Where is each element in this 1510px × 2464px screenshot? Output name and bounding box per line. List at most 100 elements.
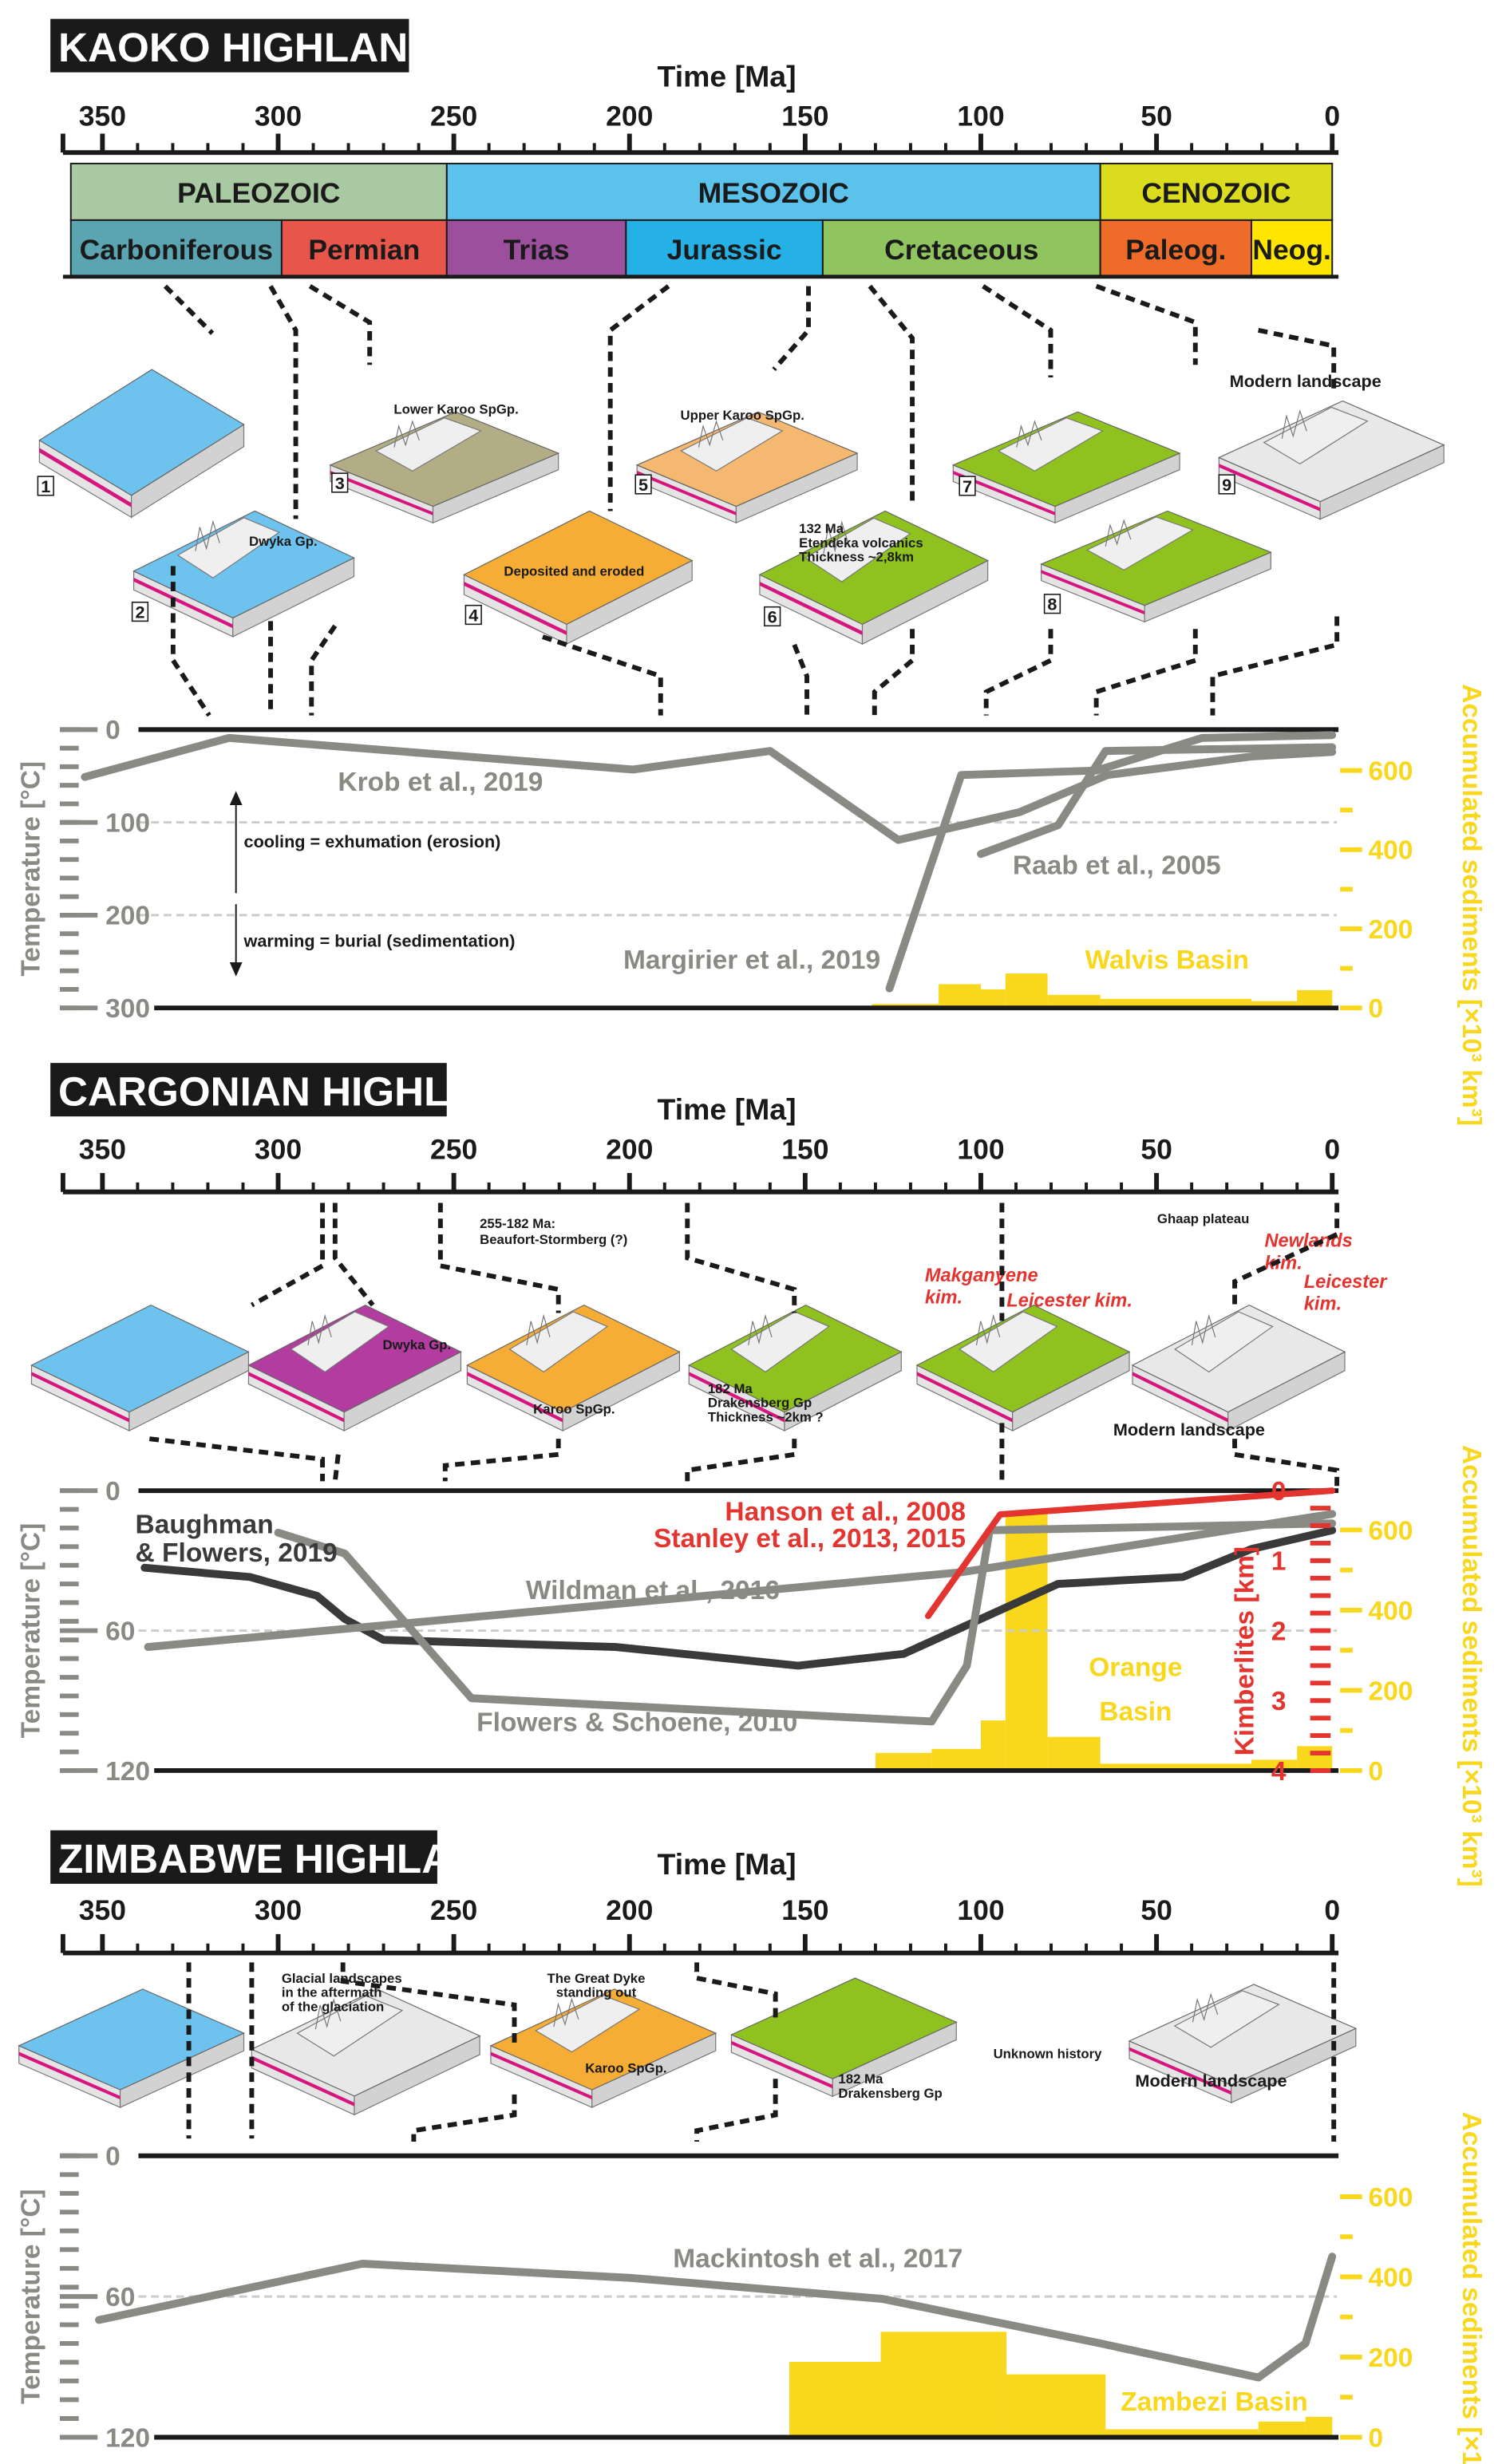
block-layer-stripe — [133, 578, 233, 629]
block-top-surface — [466, 1304, 681, 1413]
sediment-bar — [1251, 1759, 1298, 1771]
block-layer-stripe — [467, 1372, 563, 1423]
sediment-tick-label: 600 — [1369, 1516, 1413, 1546]
block-number: 3 — [335, 473, 345, 493]
temperature-tick-label: 300 — [105, 994, 150, 1024]
panel-title-box — [50, 1063, 447, 1117]
block-label: Beaufort-Stormberg (?) — [480, 1232, 627, 1247]
block-number-box — [1218, 474, 1235, 495]
time-tick-label: 300 — [255, 1894, 302, 1926]
block-peaks — [1191, 1313, 1216, 1345]
block-number-box — [1043, 594, 1061, 614]
sediment-bar — [1100, 998, 1251, 1009]
dashed-connector — [607, 284, 670, 511]
block-top-surface — [463, 510, 694, 626]
block-diagram-6 — [1128, 1984, 1358, 2104]
block-number: 8 — [1047, 594, 1057, 614]
time-tick-label: 0 — [1324, 1133, 1340, 1165]
block-layer-stripe — [1129, 2047, 1231, 2095]
block-diagram-2 — [250, 1988, 481, 2116]
temperature-tick-label: 120 — [105, 1757, 150, 1787]
block-diagram-1 — [30, 1304, 250, 1432]
panel-title-box — [50, 1830, 437, 1884]
basin-label: Orange — [1089, 1653, 1182, 1683]
sediment-tick-label: 400 — [1369, 1597, 1413, 1626]
block-top-surface — [915, 1304, 1131, 1413]
sediment-axis-label: Accumulated sediments [×10³ km³] — [1457, 2112, 1486, 2464]
time-tick-label: 200 — [606, 101, 653, 132]
series-label: Flowers & Schoene, 2010 — [476, 1708, 797, 1738]
block-top-surface — [687, 1304, 903, 1413]
block-number-box — [634, 474, 652, 495]
block-number: 4 — [468, 605, 478, 625]
block-relief — [374, 417, 482, 472]
block-peaks — [195, 519, 220, 551]
dashed-connector — [163, 284, 215, 335]
block-layer-stripe — [759, 581, 863, 636]
time-tick-label: 50 — [1140, 1133, 1172, 1165]
dashed-connector — [411, 2094, 517, 2142]
time-tick-label: 200 — [606, 1133, 653, 1165]
block-number-box — [131, 601, 149, 622]
dashed-connector — [1210, 616, 1340, 716]
sediment-tick-label: 200 — [1369, 2344, 1413, 2373]
block-peaks — [698, 420, 724, 448]
time-tick-label: 50 — [1140, 101, 1172, 132]
block-number: 9 — [1222, 475, 1231, 495]
time-tick-label: 50 — [1140, 1894, 1172, 1926]
block-peaks — [1192, 1992, 1219, 2023]
time-tick-label: 350 — [79, 1894, 126, 1926]
block-relief — [508, 1311, 609, 1373]
period-label: Neog. — [1252, 234, 1331, 266]
time-tick-label: 350 — [79, 101, 126, 132]
sediment-bar — [1251, 1001, 1298, 1009]
tT-path-raab-et-al-2005 — [977, 743, 1337, 859]
dashed-connector — [1093, 629, 1198, 716]
block-diagram-4 — [687, 1304, 903, 1432]
period-paleog — [1099, 219, 1252, 278]
time-tick-label: 300 — [255, 1133, 302, 1165]
block-layer-stripe — [916, 1372, 1013, 1423]
block-label: kim. — [1304, 1294, 1342, 1315]
block-layer-stripe — [490, 2051, 592, 2100]
block-diagram-3 — [489, 1988, 717, 2108]
block-label: Drakensberg Gp — [838, 2086, 942, 2101]
block-label: Dwyka Gp. — [249, 534, 318, 549]
dashed-connector — [542, 634, 663, 716]
block-label: Leicester kim. — [1006, 1291, 1132, 1312]
block-label: Drakensberg Gp — [708, 1396, 812, 1411]
dashed-connector — [340, 1962, 517, 2044]
era-label: CENOZOIC — [1141, 177, 1291, 209]
panel-3: ZIMBABWE HIGHLAND Time [Ma] 350 300 250 200 15… — [50, 1830, 1340, 1956]
block-label: Upper Karoo SpGp. — [681, 408, 804, 423]
block-diagram-2 — [247, 1304, 462, 1432]
sediment-tick-label: 0 — [1369, 1757, 1384, 1787]
sediment-bar — [1006, 2374, 1106, 2438]
block-label: Modern landscape — [1230, 371, 1382, 391]
time-tick-label: 100 — [957, 1133, 1004, 1165]
sediment-bar — [1047, 1736, 1101, 1771]
kimberlite-tick-label: 1 — [1271, 1547, 1287, 1577]
block-label: 132 Ma — [799, 521, 844, 536]
dashed-connector — [308, 284, 373, 365]
block-top-surface — [635, 411, 859, 507]
block-layer-stripe — [689, 1372, 785, 1423]
dashed-connector — [694, 1962, 778, 2021]
series-label: Margirier et al., 2019 — [623, 946, 880, 975]
basin-label: Zambezi Basin — [1121, 2387, 1308, 2417]
block-peaks — [553, 1997, 579, 2028]
dashed-connector — [1232, 1202, 1340, 1305]
temperature-tick-label: 0 — [105, 2142, 121, 2172]
sediment-tick-label: 400 — [1369, 836, 1413, 866]
kimberlite-tick-label: 0 — [1271, 1477, 1287, 1506]
block-relief — [1174, 1311, 1274, 1373]
block-relief — [804, 517, 911, 582]
block-layer-stripe — [251, 2055, 354, 2107]
time-axis-title: Time [Ma] — [658, 59, 797, 93]
sediment-bar — [1047, 994, 1101, 1009]
time-tick-label: 150 — [781, 101, 828, 132]
block-diagram-3 — [466, 1304, 681, 1432]
period-label: Paleog. — [1125, 234, 1226, 266]
tT-path-margirier-et-al-2019 — [885, 731, 1337, 993]
